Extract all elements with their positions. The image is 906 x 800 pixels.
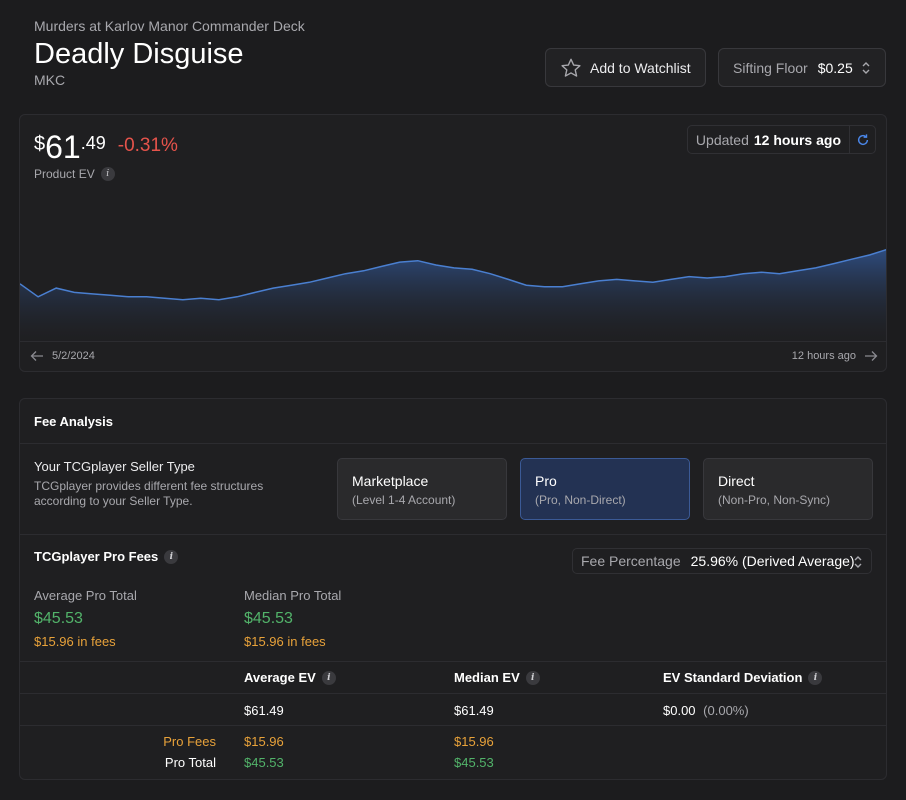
col-ev-std-dev: EV Standard Deviation i	[663, 670, 823, 685]
pro-fees-average: $15.96	[244, 734, 284, 749]
watchlist-label: Add to Watchlist	[590, 59, 691, 76]
sifting-floor-label: Sifting Floor	[733, 59, 808, 76]
median-pro-total: Median Pro Total $45.53 $15.96 in fees	[244, 588, 341, 649]
product-title: Deadly Disguise	[34, 38, 244, 70]
star-icon	[561, 58, 581, 77]
info-icon[interactable]: i	[525, 670, 540, 685]
ev-row-median: $61.49	[454, 703, 494, 718]
updated-badge: Updated 12 hours ago	[686, 125, 876, 154]
pro-fees-label: TCGplayer Pro Fees	[34, 549, 159, 564]
add-to-watchlist-button[interactable]: Add to Watchlist	[545, 48, 706, 87]
fee-analysis-card: Fee Analysis Your TCGplayer Seller Type …	[19, 398, 887, 780]
sifting-floor-value: $0.25	[817, 59, 853, 76]
seller-type-description: TCGplayer provides different fee structu…	[34, 479, 264, 508]
seller-type-marketplace[interactable]: Marketplace (Level 1-4 Account)	[337, 458, 507, 520]
divider	[20, 725, 886, 726]
average-pro-total: Average Pro Total $45.53 $15.96 in fees	[34, 588, 137, 649]
arrow-right-icon	[865, 351, 878, 361]
price-change: -0.31%	[117, 135, 178, 156]
set-code: MKC	[34, 72, 66, 88]
divider	[20, 443, 886, 444]
product-ev-label: Product EV i	[34, 167, 115, 181]
product-header: Murders at Karlov Manor Commander Deck D…	[34, 18, 305, 88]
chart-end[interactable]: 12 hours ago	[792, 350, 878, 362]
info-icon[interactable]: i	[808, 670, 823, 685]
product-ev-text: Product EV	[34, 167, 95, 181]
pro-total-median: $45.53	[454, 755, 494, 770]
ev-row-average: $61.49	[244, 703, 284, 718]
std-value: $0.00	[663, 703, 696, 718]
col-label: Average EV	[244, 670, 316, 685]
col-average-ev: Average EV i	[244, 670, 336, 685]
divider	[20, 661, 886, 662]
divider	[20, 693, 886, 694]
option-title: Direct	[718, 473, 755, 489]
chart-footer: 5/2/2024 12 hours ago	[20, 341, 886, 371]
pro-fees-row-label: Pro Fees	[163, 734, 216, 749]
fee-percentage-value: 25.96% (Derived Average)	[690, 553, 855, 569]
info-icon[interactable]: i	[321, 670, 336, 685]
stat-label: Median Pro Total	[244, 588, 342, 603]
price-cents: .49	[80, 133, 106, 153]
option-subtitle: (Level 1-4 Account)	[352, 493, 456, 507]
pro-total-average: $45.53	[244, 755, 284, 770]
stat-fees: $15.96 in fees	[244, 634, 326, 649]
price-card: $ 61 .49 -0.31% Product EV i Updated 12 …	[19, 114, 887, 372]
stat-label: Average Pro Total	[34, 588, 137, 603]
price-dollars: 61	[45, 129, 81, 165]
option-title: Pro	[535, 473, 557, 489]
info-icon[interactable]: i	[164, 549, 179, 564]
col-median-ev: Median EV i	[454, 670, 540, 685]
seller-type-title: Your TCGplayer Seller Type	[34, 459, 195, 474]
chart-start[interactable]: 5/2/2024	[30, 350, 95, 362]
price-currency: $	[34, 133, 46, 155]
chart-start-label: 5/2/2024	[52, 350, 95, 362]
fee-analysis-title: Fee Analysis	[34, 414, 114, 429]
updated-value: 12 hours ago	[753, 131, 841, 148]
std-percent: (0.00%)	[703, 703, 749, 718]
col-label: EV Standard Deviation	[663, 670, 803, 685]
fee-percentage-label: Fee Percentage	[581, 553, 681, 569]
stat-value: $45.53	[34, 610, 83, 627]
chart-area	[20, 249, 886, 343]
info-icon[interactable]: i	[100, 167, 115, 181]
pro-fees-title: TCGplayer Pro Fees i	[34, 549, 179, 564]
ev-row-std: $0.00 (0.00%)	[663, 703, 749, 718]
refresh-icon	[857, 133, 868, 145]
pro-fees-median: $15.96	[454, 734, 494, 749]
divider	[20, 534, 886, 535]
price-history-chart	[20, 248, 886, 343]
seller-type-pro[interactable]: Pro (Pro, Non-Direct)	[520, 458, 690, 520]
col-label: Median EV	[454, 670, 520, 685]
option-subtitle: (Pro, Non-Direct)	[535, 493, 626, 507]
updated-prefix: Updated	[695, 131, 749, 148]
refresh-button[interactable]	[849, 126, 875, 153]
pro-total-row-label: Pro Total	[164, 755, 216, 770]
stat-value: $45.53	[244, 610, 293, 627]
chart-end-label: 12 hours ago	[791, 350, 856, 362]
option-title: Marketplace	[352, 473, 429, 489]
sifting-floor-select[interactable]: Sifting Floor $0.25	[718, 48, 886, 87]
arrow-left-icon	[30, 351, 43, 361]
fee-percentage-select[interactable]: Fee Percentage 25.96% (Derived Average)	[572, 548, 872, 574]
chevron-updown-icon	[854, 556, 862, 568]
chevron-updown-icon	[862, 62, 870, 74]
option-subtitle: (Non-Pro, Non-Sync)	[718, 493, 831, 507]
stat-fees: $15.96 in fees	[34, 634, 116, 649]
product-ev-price: $ 61 .49 -0.31%	[34, 129, 178, 165]
seller-type-direct[interactable]: Direct (Non-Pro, Non-Sync)	[703, 458, 873, 520]
set-name: Murders at Karlov Manor Commander Deck	[34, 18, 305, 34]
chart-series-line	[20, 248, 886, 301]
